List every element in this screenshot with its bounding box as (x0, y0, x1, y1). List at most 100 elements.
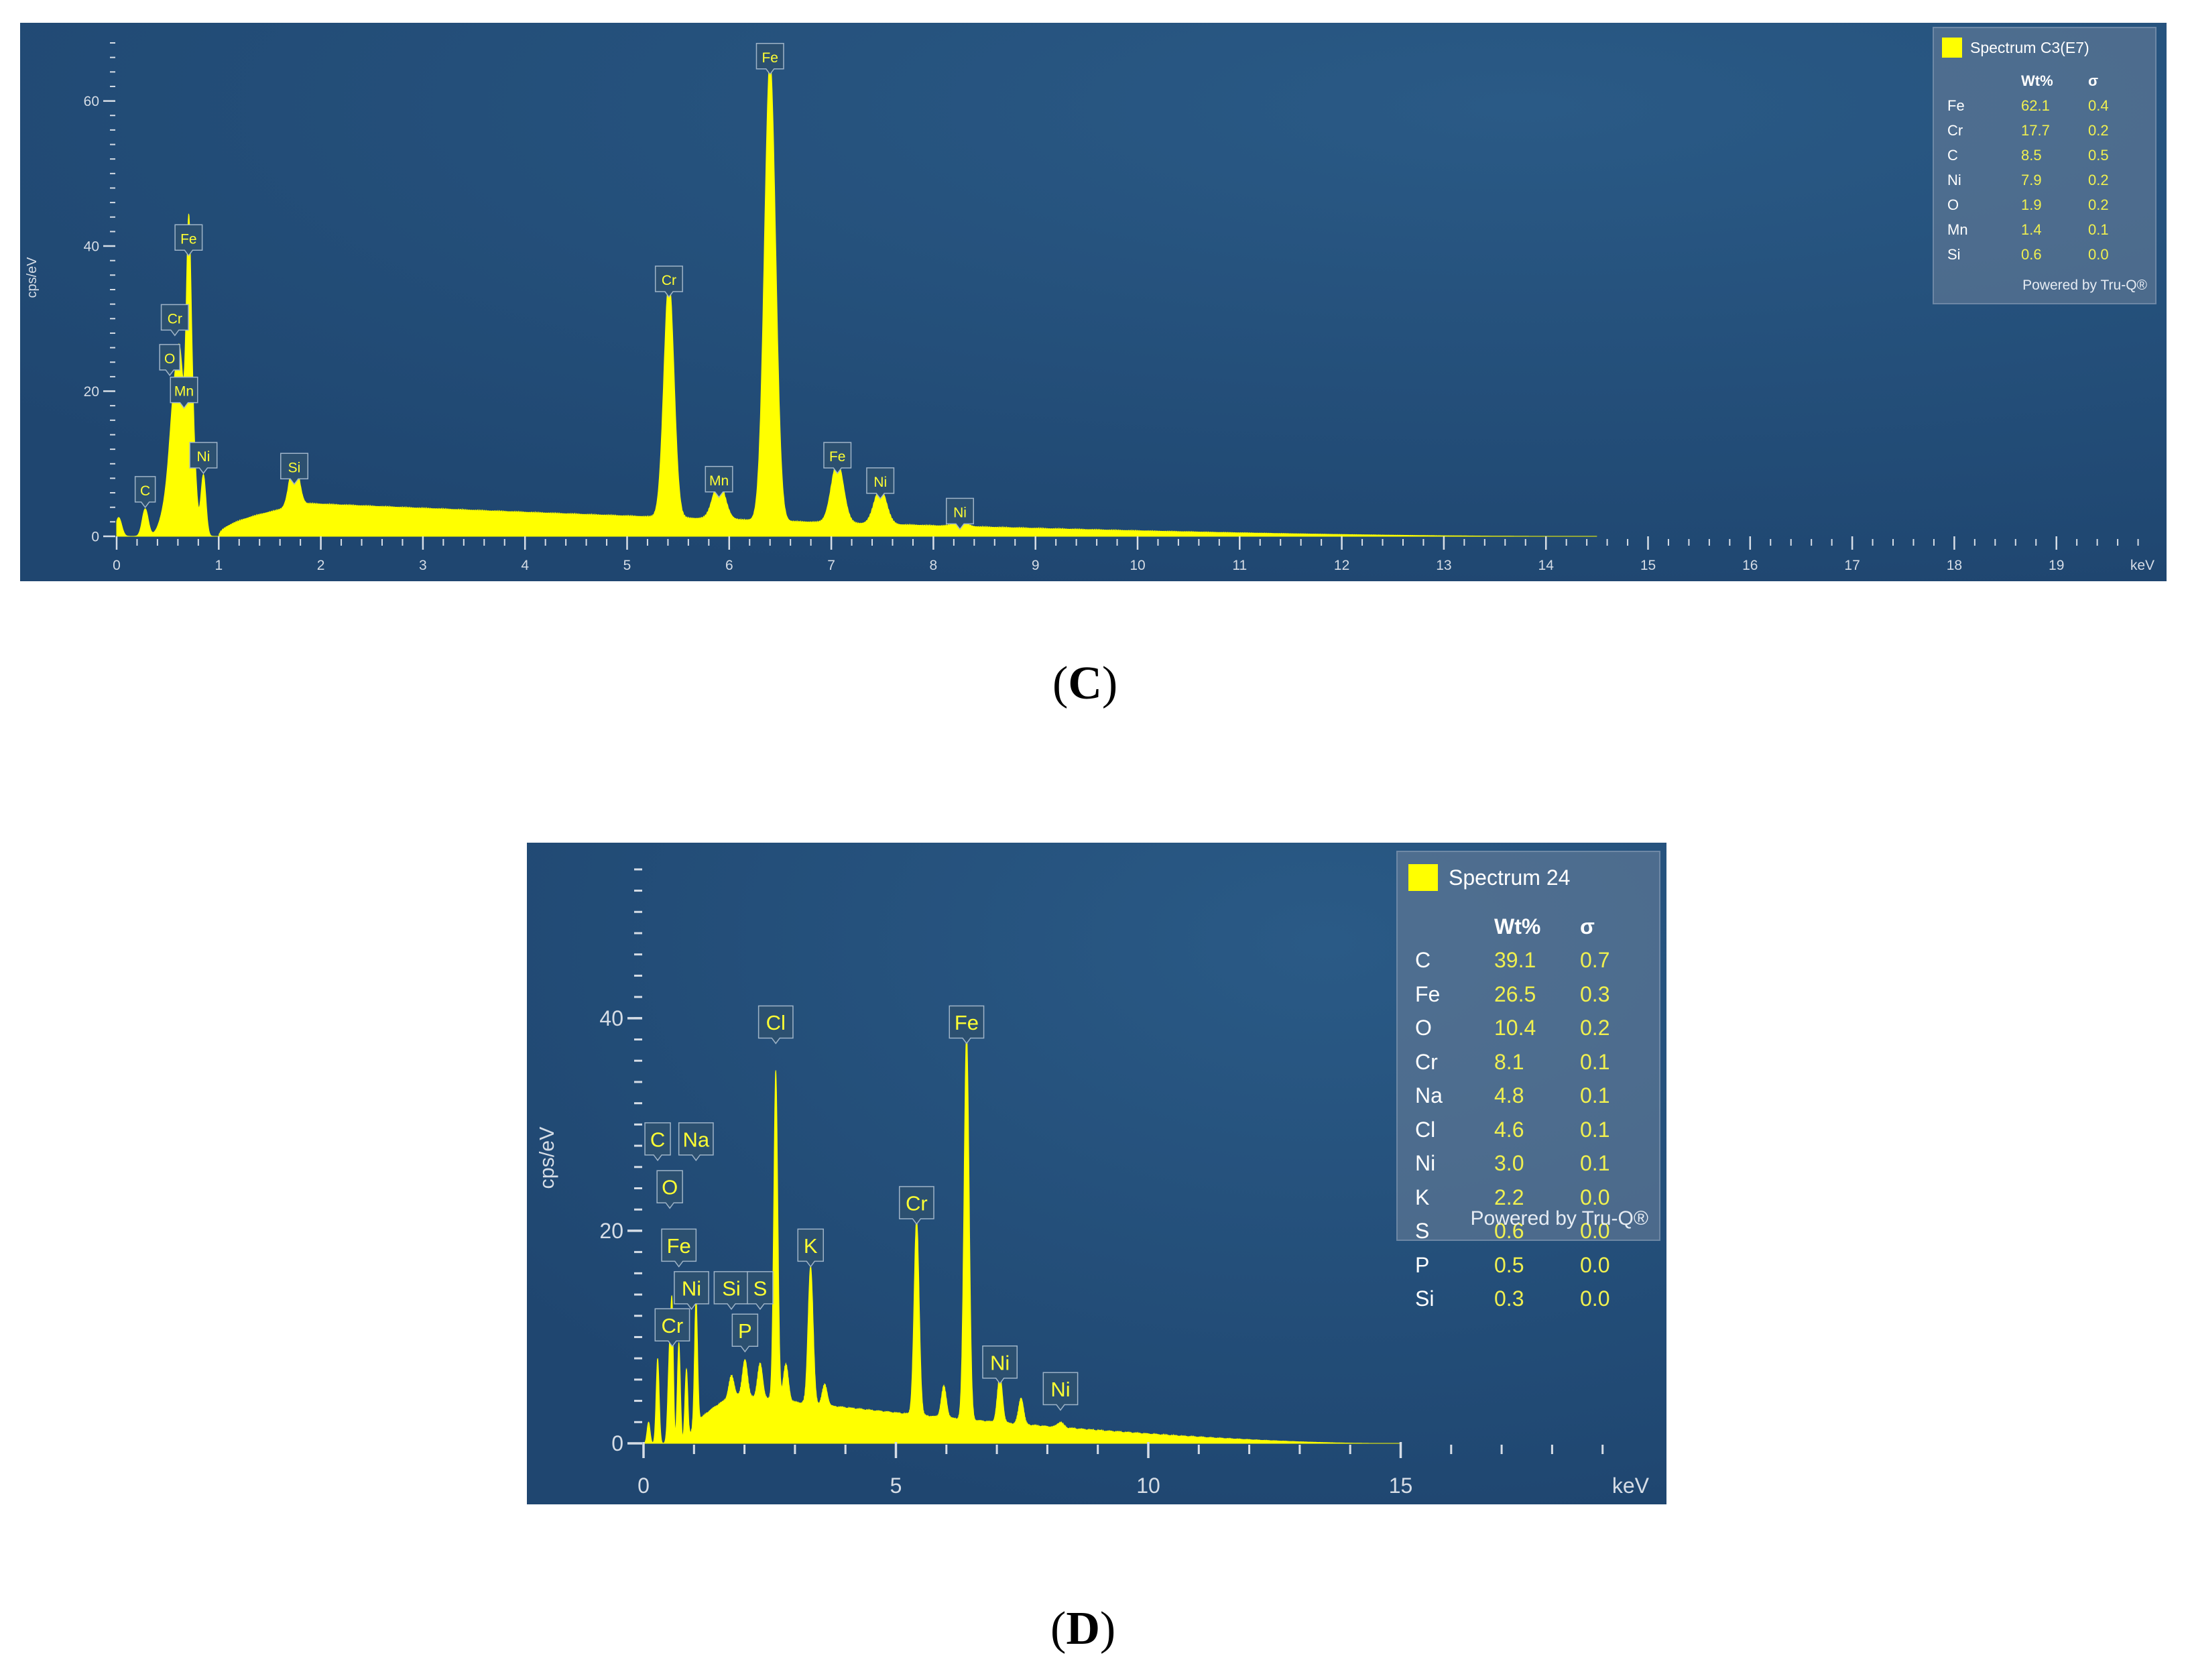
legend-d-sigma: 0.3 (1580, 981, 1610, 1006)
peak-label-box (654, 1308, 690, 1347)
y-tick-label: 40 (84, 239, 99, 254)
peak-label-box (747, 1271, 774, 1311)
legend-d-header-row: Wt% σ (1415, 910, 1609, 944)
legend-d-wt: 10.4 (1494, 1016, 1536, 1040)
peak-label-text: Ni (1050, 1378, 1070, 1401)
y-tick-label: 40 (599, 1006, 623, 1030)
legend-d-wt: 2.2 (1494, 1185, 1524, 1209)
peak-label-box (898, 1186, 934, 1225)
peak-label-text: Ni (990, 1351, 1010, 1374)
peak-label-box (134, 476, 156, 509)
peak-label-text: Fe (762, 50, 778, 66)
peak-label: Fe (949, 1005, 985, 1044)
y-tick-label: 20 (84, 384, 99, 400)
peak-label-text: S (753, 1276, 768, 1300)
peak-label: Ni (1042, 1372, 1079, 1411)
peak-label-text: Cr (662, 273, 676, 288)
peak-label: Ni (866, 467, 895, 500)
legend-d-element: Na (1415, 1083, 1443, 1108)
legend-c-element: Si (1947, 245, 1961, 263)
legend-c-swatch (1942, 38, 1962, 58)
peak-label-text: Cr (906, 1192, 928, 1215)
legend-d-swatch (1408, 864, 1438, 891)
peak-label-box (757, 1005, 794, 1044)
peak-label-text: Si (288, 460, 301, 475)
legend-d-sigma: 0.1 (1580, 1083, 1610, 1108)
legend-d-row: K 2.2 0.0 (1415, 1181, 1609, 1215)
peak-label: S (747, 1271, 774, 1311)
peak-label: Mn (705, 465, 733, 498)
legend-d-row: C 39.1 0.7 (1415, 944, 1609, 978)
legend-d-title: Spectrum 24 (1449, 865, 1571, 890)
peak-label: P (731, 1313, 759, 1353)
legend-c-sigma: 0.5 (2088, 146, 2109, 164)
peak-label-text: Ni (873, 475, 887, 490)
x-tick-label: 5 (890, 1474, 902, 1498)
legend-d-sigma: 0.2 (1580, 1016, 1610, 1040)
legend-c-sigma: 0.2 (2088, 171, 2109, 188)
peak-label-box (705, 465, 733, 498)
peak-label-box (280, 453, 309, 485)
peak-label-text: O (662, 1176, 678, 1199)
x-tick-label: 11 (1232, 558, 1247, 573)
x-tick-label: 5 (623, 558, 631, 573)
legend-d-table: Wt% σ C 39.1 0.7 Fe 26.5 0.3 O 10.4 0.2 Cr 8.1 0… (1415, 910, 1609, 1316)
legend-d-col-el (1415, 910, 1494, 944)
x-axis-label: keV (2130, 558, 2154, 573)
legend-c-col-sigma: σ (2088, 72, 2099, 89)
x-tick-label: 0 (113, 558, 121, 573)
spectrum-area (116, 58, 1597, 537)
legend-d-row: Si 0.3 0.0 (1415, 1282, 1609, 1317)
y-axis-label: cps/eV (536, 1126, 558, 1189)
x-tick-label: 12 (1334, 558, 1349, 573)
legend-d-row: Cr 8.1 0.1 (1415, 1045, 1609, 1079)
peak-label: Ni (946, 497, 974, 530)
legend-d-wt: 39.1 (1494, 948, 1536, 973)
legend-d-sigma: 0.7 (1580, 948, 1610, 973)
legend-c-row: Si 0.6 0.0 (1947, 242, 2109, 267)
peak-label-text: Mn (709, 473, 729, 489)
plot-background (20, 23, 2167, 581)
legend-c-row: C 8.5 0.5 (1947, 143, 2109, 168)
legend-d-element: S (1415, 1219, 1430, 1244)
legend-d-row: S 0.6 0.0 (1415, 1215, 1609, 1249)
x-tick-label: 2 (317, 558, 325, 573)
legend-d-wt: 4.8 (1494, 1083, 1524, 1108)
peak-label: Ni (674, 1271, 709, 1311)
peak-label: Si (280, 453, 309, 485)
legend-c-header: Spectrum C3(E7) (1942, 38, 2089, 58)
legend-c-col-el (1947, 68, 2021, 93)
peak-label: Cr (898, 1186, 934, 1225)
peak-label: Ni (982, 1345, 1018, 1385)
peak-label: Na (678, 1122, 714, 1162)
legend-d-row: O 10.4 0.2 (1415, 1012, 1609, 1046)
x-tick-label: 3 (419, 558, 427, 573)
legend-d-powered: Powered by Tru-Q® (1470, 1207, 1648, 1229)
peak-label: O (656, 1170, 683, 1209)
legend-c-powered: Powered by Tru-Q® (2022, 278, 2147, 293)
peak-label-box (174, 224, 203, 257)
legend-d-row: Fe 26.5 0.3 (1415, 977, 1609, 1012)
x-tick-label: 1 (215, 558, 223, 573)
x-tick-label: 7 (827, 558, 835, 573)
y-tick-label: 60 (84, 94, 99, 109)
x-tick-label: 10 (1136, 1474, 1160, 1498)
peak-label-text: C (650, 1128, 665, 1151)
legend-d-wt: 26.5 (1494, 981, 1536, 1006)
legend-d-sigma: 0.1 (1580, 1117, 1610, 1142)
caption-c-letter: C (1068, 658, 1102, 709)
x-tick-label: 15 (1640, 558, 1656, 573)
x-axis-label: keV (1612, 1474, 1650, 1498)
y-tick-label: 20 (599, 1219, 623, 1243)
legend-c-row: Mn 1.4 0.1 (1947, 217, 2109, 242)
peak-label-text: P (738, 1319, 752, 1343)
x-tick-label: 6 (725, 558, 733, 573)
peak-label-box (674, 1271, 709, 1311)
peak-label-text: Fe (180, 231, 197, 247)
peak-label-box (1042, 1372, 1079, 1411)
legend-c-element: O (1947, 196, 1959, 213)
legend-d-sigma: 0.0 (1580, 1219, 1610, 1244)
peak-label-box (654, 265, 683, 298)
peak-label-box (189, 442, 218, 475)
legend-d-sigma: 0.1 (1580, 1151, 1610, 1176)
